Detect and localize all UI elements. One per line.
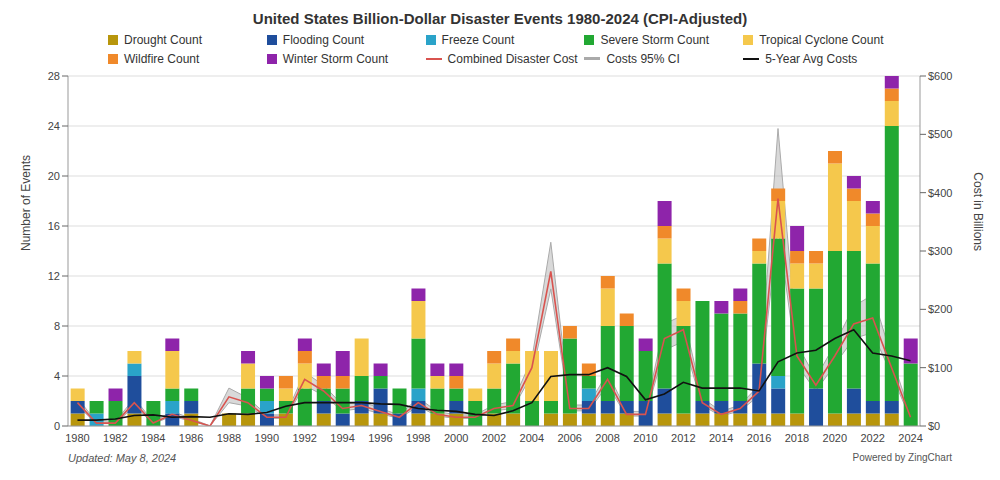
svg-text:1996: 1996 bbox=[368, 432, 392, 444]
svg-text:1994: 1994 bbox=[330, 432, 354, 444]
svg-text:1984: 1984 bbox=[141, 432, 165, 444]
svg-text:2018: 2018 bbox=[785, 432, 809, 444]
svg-text:$200: $200 bbox=[928, 303, 952, 315]
svg-text:2020: 2020 bbox=[823, 432, 847, 444]
svg-text:16: 16 bbox=[48, 220, 60, 232]
svg-text:1992: 1992 bbox=[292, 432, 316, 444]
svg-text:2004: 2004 bbox=[520, 432, 544, 444]
html-text:Combined Disaster Cost: Combined Disaster Cost bbox=[447, 51, 578, 66]
svg-text:1986: 1986 bbox=[179, 432, 203, 444]
svg-text:1998: 1998 bbox=[406, 432, 430, 444]
svg-text:2012: 2012 bbox=[671, 432, 695, 444]
html-text:Costs 95% CI: Costs 95% CI bbox=[606, 51, 680, 66]
svg-text:1982: 1982 bbox=[103, 432, 127, 444]
svg-text:24: 24 bbox=[48, 120, 60, 132]
svg-text:28: 28 bbox=[48, 70, 60, 82]
html-text:Flooding Count: Flooding Count bbox=[282, 32, 365, 47]
svg-text:12: 12 bbox=[48, 270, 60, 282]
svg-text:Cost in Billions: Cost in Billions bbox=[971, 172, 985, 251]
html-text:Freeze Count: Freeze Count bbox=[441, 32, 515, 47]
html-text:Wildfire Count: Wildfire Count bbox=[124, 51, 200, 66]
html-text:Winter Storm Count: Winter Storm Count bbox=[282, 51, 389, 66]
svg-text:4: 4 bbox=[54, 370, 60, 382]
svg-text:$100: $100 bbox=[928, 362, 952, 374]
html-text:Drought Count: Drought Count bbox=[124, 32, 202, 47]
html-text:Updated: May 8, 2024: Updated: May 8, 2024 bbox=[68, 452, 177, 464]
svg-text:0: 0 bbox=[54, 420, 60, 432]
svg-text:$500: $500 bbox=[928, 128, 952, 140]
svg-text:$400: $400 bbox=[928, 187, 952, 199]
svg-text:Number of Events: Number of Events bbox=[19, 155, 33, 251]
html-text:Tropical Cyclone Count: Tropical Cyclone Count bbox=[759, 32, 884, 47]
svg-text:2016: 2016 bbox=[747, 432, 771, 444]
svg-text:1990: 1990 bbox=[255, 432, 279, 444]
svg-text:2022: 2022 bbox=[860, 432, 884, 444]
html-text:Powered by ZingChart: Powered by ZingChart bbox=[852, 452, 952, 463]
svg-text:2010: 2010 bbox=[633, 432, 657, 444]
svg-text:1988: 1988 bbox=[217, 432, 241, 444]
svg-text:2006: 2006 bbox=[557, 432, 581, 444]
svg-text:2008: 2008 bbox=[595, 432, 619, 444]
svg-text:2000: 2000 bbox=[444, 432, 468, 444]
svg-text:2002: 2002 bbox=[482, 432, 506, 444]
svg-text:8: 8 bbox=[54, 320, 60, 332]
svg-text:1980: 1980 bbox=[65, 432, 89, 444]
html-text:5-Year Avg Costs: 5-Year Avg Costs bbox=[765, 51, 858, 66]
svg-text:20: 20 bbox=[48, 170, 60, 182]
svg-text:$0: $0 bbox=[928, 420, 940, 432]
svg-text:$300: $300 bbox=[928, 245, 952, 257]
html-text:Severe Storm Count: Severe Storm Count bbox=[600, 32, 710, 47]
svg-text:2014: 2014 bbox=[709, 432, 733, 444]
svg-text:2024: 2024 bbox=[898, 432, 922, 444]
svg-text:$600: $600 bbox=[928, 70, 952, 82]
html-text:United States Billion-Dollar D: United States Billion-Dollar Disaster Ev… bbox=[252, 10, 748, 27]
